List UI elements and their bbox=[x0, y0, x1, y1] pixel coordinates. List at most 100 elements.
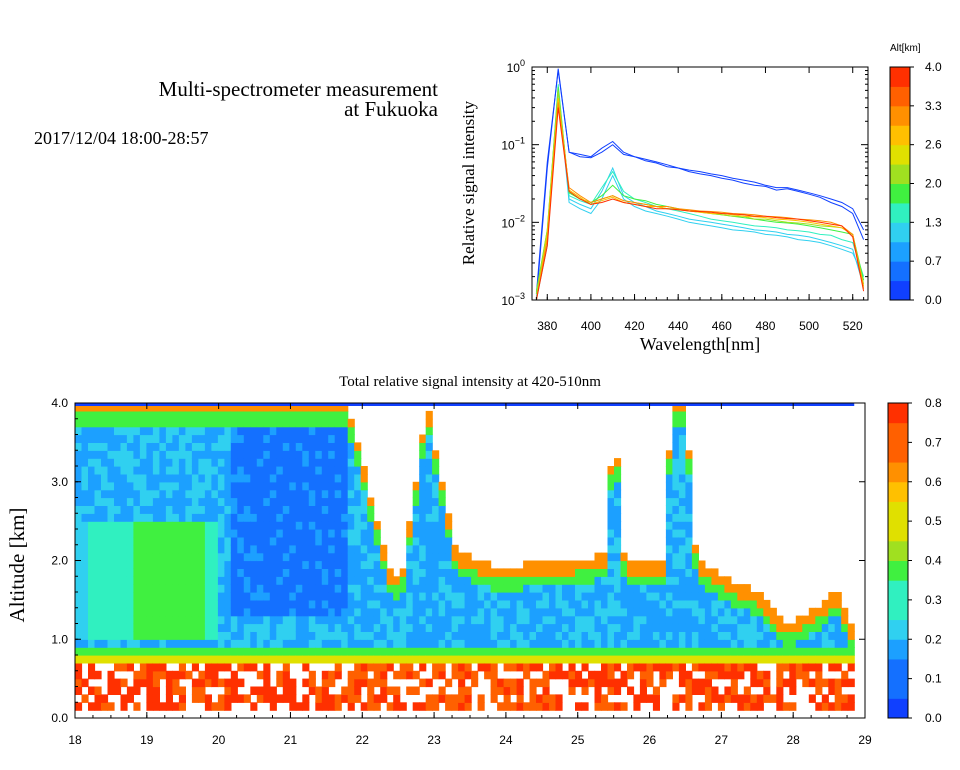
heatmap-cell bbox=[120, 631, 128, 640]
heatmap-cell bbox=[165, 615, 173, 625]
heatmap-cell bbox=[386, 655, 394, 664]
heatmap-cell bbox=[243, 576, 251, 585]
heatmap-cell bbox=[334, 458, 342, 467]
heatmap-cell bbox=[126, 536, 134, 546]
heatmap-cell bbox=[321, 647, 329, 656]
heatmap-cell bbox=[204, 670, 212, 680]
heatmap-cell bbox=[243, 481, 251, 491]
heatmap-cell bbox=[445, 536, 453, 546]
heatmap-cell bbox=[120, 418, 128, 428]
heatmap-cell bbox=[94, 505, 102, 514]
heatmap-cell bbox=[601, 560, 609, 569]
heatmap-cell bbox=[152, 434, 160, 443]
heatmap-cell bbox=[295, 599, 303, 609]
heatmap-cell bbox=[315, 513, 323, 522]
heatmap-cell bbox=[432, 623, 440, 632]
heatmap-cell bbox=[315, 552, 323, 562]
heatmap-cell bbox=[776, 670, 784, 680]
heatmap-cell bbox=[101, 702, 109, 711]
heatmap-cell bbox=[347, 450, 355, 459]
heatmap-cell bbox=[88, 536, 96, 546]
heatmap-cell bbox=[471, 670, 479, 680]
heatmap-cell bbox=[529, 576, 537, 585]
heatmap-cell bbox=[295, 497, 303, 506]
heatmap-cell bbox=[172, 552, 180, 562]
heatmap-cell bbox=[282, 466, 290, 475]
heatmap-cell bbox=[458, 639, 466, 648]
heatmap-cell bbox=[711, 670, 719, 680]
heatmap-cell bbox=[412, 481, 420, 491]
heatmap-cell bbox=[269, 521, 277, 530]
heatmap-cell bbox=[678, 529, 686, 538]
heatmap-cell bbox=[523, 702, 531, 711]
heatmap-cell bbox=[808, 623, 816, 632]
heatmap-cell bbox=[211, 655, 219, 664]
heatmap-cell bbox=[146, 418, 154, 428]
heatmap-cell bbox=[451, 623, 459, 632]
heatmap-cell bbox=[776, 615, 784, 625]
heatmap-cell bbox=[152, 599, 160, 609]
heatmap-cell bbox=[289, 442, 297, 451]
heatmap-cell bbox=[230, 505, 238, 514]
heatmap-cell bbox=[367, 647, 375, 656]
heatmap-cell bbox=[126, 584, 134, 593]
heatmap-cell bbox=[691, 576, 699, 585]
heatmap-cell bbox=[704, 607, 712, 617]
heatmap-cell bbox=[510, 639, 518, 648]
heatmap-cell bbox=[477, 592, 485, 601]
heatmap-cell bbox=[146, 694, 154, 703]
heatmap-cell bbox=[269, 623, 277, 632]
heatmap-cell bbox=[347, 513, 355, 522]
spectrum-xtick-label: 440 bbox=[668, 319, 688, 333]
heatmap-cell bbox=[419, 662, 427, 672]
heatmap-cell bbox=[672, 576, 680, 585]
heatmap-cell bbox=[516, 694, 524, 703]
heatmap-cell bbox=[198, 670, 206, 680]
heatmap-cell bbox=[276, 592, 284, 601]
heatmap-cell bbox=[633, 694, 641, 703]
heatmap-cell bbox=[808, 615, 816, 625]
heatmap-cell bbox=[256, 426, 264, 436]
heatmap-cell bbox=[308, 466, 316, 475]
heatmap-cell bbox=[691, 662, 699, 672]
heatmap-title: Total relative signal intensity at 420-5… bbox=[339, 374, 601, 390]
heatmap-cell bbox=[211, 521, 219, 530]
heatmap-cell bbox=[698, 560, 706, 569]
heatmap-cell bbox=[419, 568, 427, 577]
heatmap-cell bbox=[250, 655, 258, 664]
heatmap-cell bbox=[354, 647, 362, 656]
heatmap-cell bbox=[126, 662, 134, 672]
heatmap-chart: 18 19 20 21 22 23 24 25 26 27 28 290.01.02.03.04.0 … bbox=[5, 396, 872, 747]
heatmap-cell bbox=[633, 599, 641, 609]
heatmap-cell bbox=[594, 670, 602, 680]
heatmap-cell bbox=[211, 576, 219, 585]
heatmap-cell bbox=[568, 592, 576, 601]
heatmap-cell bbox=[263, 473, 271, 483]
heatmap-cell bbox=[536, 576, 544, 585]
heatmap-cell bbox=[490, 623, 498, 632]
spectrum-series-line bbox=[535, 90, 865, 300]
heatmap-cell bbox=[256, 403, 264, 412]
heatmap-cell bbox=[516, 678, 524, 688]
heatmap-cell bbox=[360, 607, 368, 617]
heatmap-cell bbox=[178, 529, 186, 538]
heatmap-cell bbox=[152, 639, 160, 648]
heatmap-cell bbox=[691, 647, 699, 656]
heatmap-cell bbox=[386, 686, 394, 695]
heatmap-cell bbox=[549, 694, 557, 703]
heatmap-cell bbox=[562, 615, 570, 625]
heatmap-cell bbox=[315, 505, 323, 514]
heatmap-cell bbox=[282, 418, 290, 428]
heatmap-cell bbox=[198, 647, 206, 656]
heatmap-cell bbox=[425, 694, 433, 703]
heatmap-cell bbox=[347, 576, 355, 585]
intensity-colorbar-label: 0.1 bbox=[925, 672, 942, 686]
heatmap-cell bbox=[295, 466, 303, 475]
altitude-colorbar-label: 1.3 bbox=[925, 215, 942, 229]
heatmap-cell bbox=[172, 497, 180, 506]
heatmap-cell bbox=[328, 655, 336, 664]
heatmap-cell bbox=[425, 639, 433, 648]
heatmap-cell bbox=[263, 655, 271, 664]
heatmap-cell bbox=[795, 631, 803, 640]
heatmap-cell bbox=[737, 639, 745, 648]
